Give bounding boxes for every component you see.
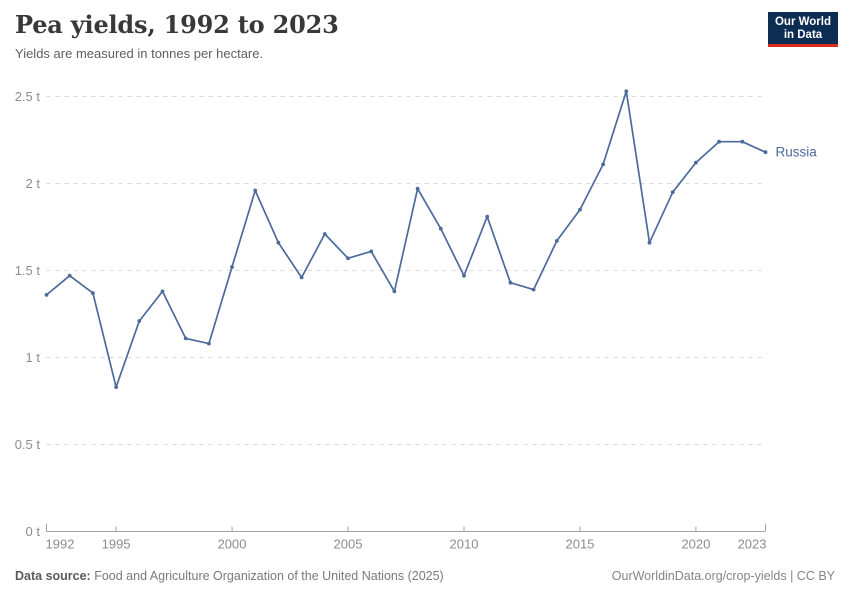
data-point[interactable] (44, 293, 49, 297)
y-axis-tick-label: 0 t (26, 524, 41, 539)
footer-credit-link[interactable]: OurWorldinData.org/crop-yields | CC BY (611, 569, 835, 583)
data-point[interactable] (299, 275, 304, 280)
x-axis-tick-label: 2015 (565, 537, 594, 552)
data-point[interactable] (91, 291, 95, 295)
y-axis-tick-label: 2.5 t (15, 89, 41, 104)
data-point[interactable] (717, 139, 721, 144)
data-point[interactable] (183, 336, 188, 341)
data-point[interactable] (694, 160, 698, 165)
x-axis-tick-label: 1995 (102, 537, 131, 552)
data-point[interactable] (67, 273, 72, 278)
data-point[interactable] (485, 214, 490, 219)
y-axis-tick-label: 0.5 t (15, 437, 41, 452)
data-point[interactable] (392, 289, 397, 294)
data-source: Data source: Food and Agriculture Organi… (15, 569, 444, 583)
data-point[interactable] (276, 240, 281, 245)
data-point[interactable] (160, 289, 165, 294)
x-axis-tick-label: 2010 (450, 537, 479, 552)
y-axis-tick-label: 1.5 t (15, 263, 41, 278)
data-point[interactable] (462, 273, 466, 278)
data-point[interactable] (346, 256, 350, 261)
data-point[interactable] (740, 139, 745, 144)
data-point[interactable] (369, 249, 374, 254)
data-point[interactable] (763, 150, 768, 155)
data-point[interactable] (624, 89, 629, 94)
data-point[interactable] (531, 287, 536, 292)
data-point[interactable] (253, 188, 258, 193)
series-label-russia[interactable]: Russia (776, 145, 818, 160)
y-axis-tick-label: 1 t (26, 350, 41, 365)
chart-subtitle: Yields are measured in tonnes per hectar… (15, 46, 264, 61)
data-line[interactable] (45, 90, 767, 388)
chart-title: Pea yields, 1992 to 2023 (15, 10, 339, 39)
y-axis-tick-label: 2 t (26, 176, 41, 191)
x-axis-tick-label: 1992 (46, 537, 75, 552)
data-point[interactable] (207, 341, 211, 346)
data-point[interactable] (578, 207, 582, 212)
x-axis-tick-label: 2000 (218, 537, 247, 552)
x-axis-tick-label: 2020 (681, 537, 710, 552)
data-point[interactable] (554, 239, 559, 243)
data-point[interactable] (438, 226, 443, 231)
data-point[interactable] (647, 240, 652, 245)
data-source-text: Food and Agriculture Organization of the… (90, 569, 444, 583)
x-axis-tick-label: 2005 (334, 537, 363, 552)
data-source-label: Data source: (15, 569, 91, 583)
x-axis-tick-label: 2023 (738, 537, 767, 552)
data-point[interactable] (137, 319, 142, 323)
owid-logo-line2: in Data (783, 28, 823, 41)
data-point[interactable] (508, 280, 513, 285)
data-point[interactable] (114, 385, 118, 389)
data-point[interactable] (322, 232, 327, 236)
data-point[interactable] (415, 186, 420, 191)
owid-logo[interactable]: Our World in Data (768, 12, 838, 47)
data-point[interactable] (230, 265, 234, 269)
data-point[interactable] (601, 162, 605, 167)
data-point[interactable] (670, 190, 675, 195)
owid-logo-line1: Our World (774, 15, 831, 28)
